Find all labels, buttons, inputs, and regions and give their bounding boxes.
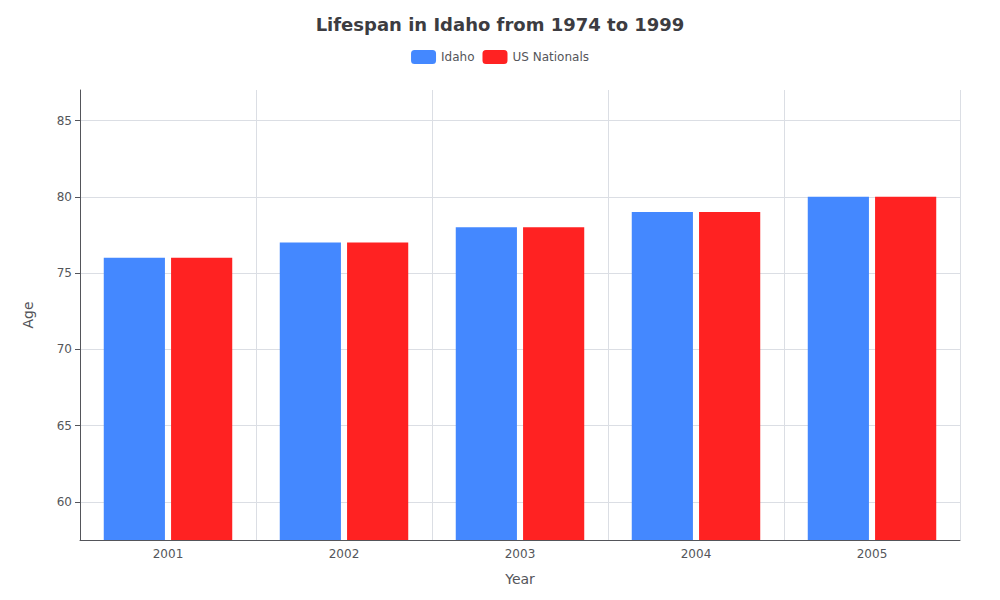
svg-text:80: 80 <box>57 190 72 204</box>
svg-text:2003: 2003 <box>505 547 536 561</box>
svg-text:60: 60 <box>57 495 72 509</box>
svg-text:2002: 2002 <box>329 547 360 561</box>
svg-text:75: 75 <box>57 266 72 280</box>
svg-text:2001: 2001 <box>153 547 184 561</box>
svg-text:Idaho: Idaho <box>441 50 474 64</box>
svg-text:Lifespan in Idaho from 1974 to: Lifespan in Idaho from 1974 to 1999 <box>316 14 685 35</box>
svg-text:70: 70 <box>57 342 72 356</box>
svg-text:Year: Year <box>504 571 535 587</box>
svg-text:Age: Age <box>20 301 36 328</box>
svg-text:US Nationals: US Nationals <box>512 50 588 64</box>
svg-text:85: 85 <box>57 114 72 128</box>
svg-text:2004: 2004 <box>681 547 712 561</box>
svg-text:65: 65 <box>57 419 72 433</box>
svg-text:2005: 2005 <box>857 547 888 561</box>
